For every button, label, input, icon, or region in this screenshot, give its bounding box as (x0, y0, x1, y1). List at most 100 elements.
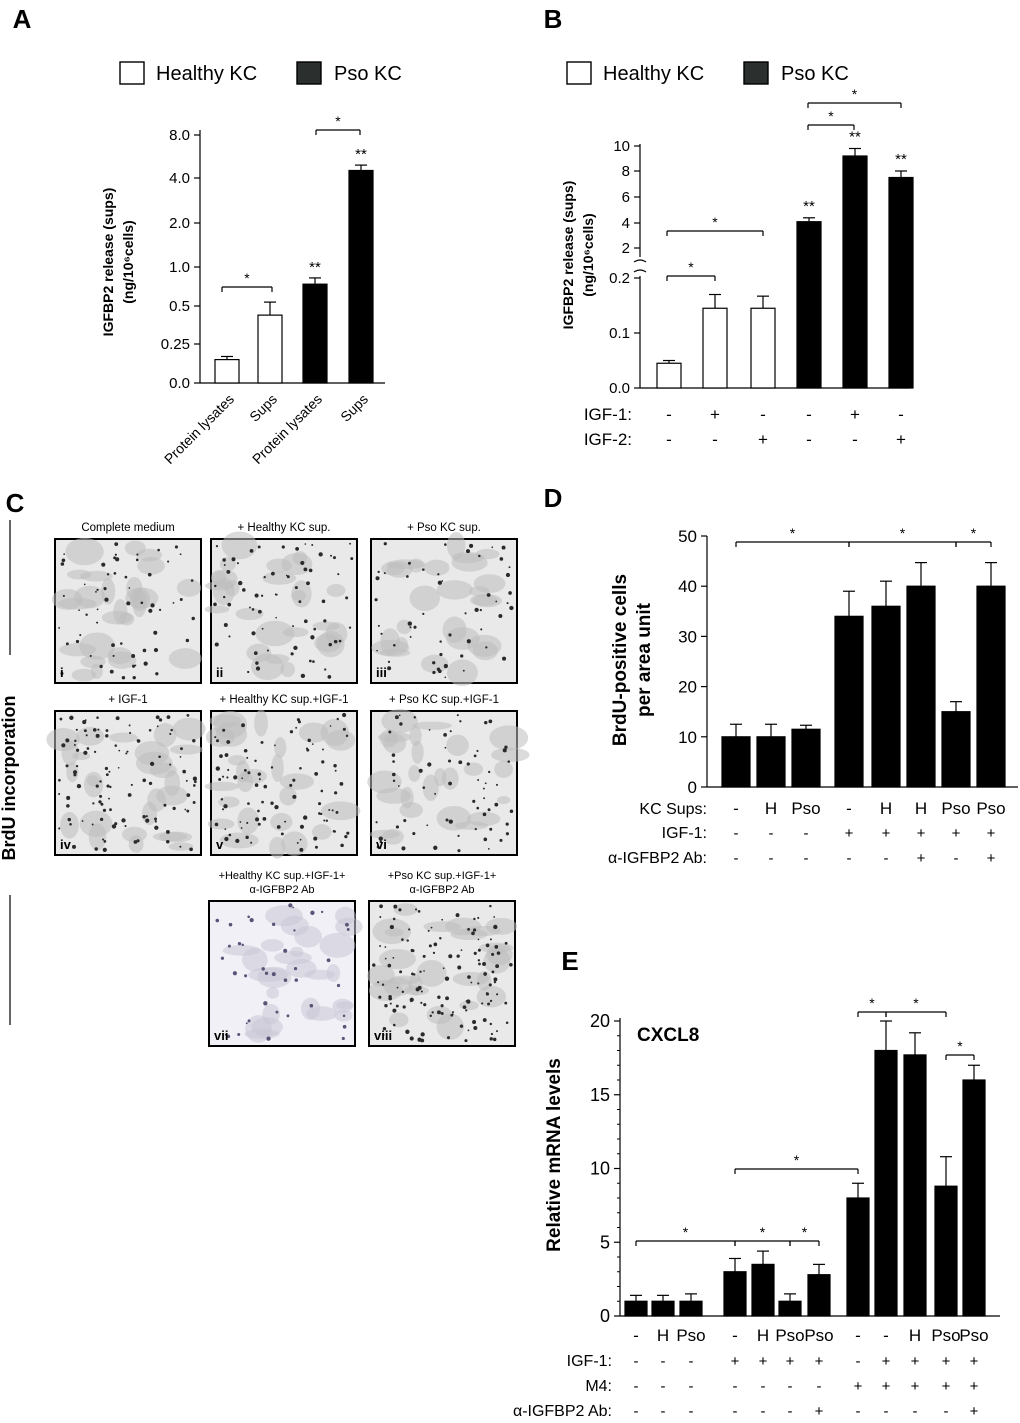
nucleus-dot (310, 910, 315, 915)
nucleus-dot (261, 627, 264, 630)
nucleus-dot (145, 818, 150, 823)
nucleus-dot (491, 952, 495, 956)
d-igf1-cell: + (917, 825, 926, 842)
nucleus-dot (65, 642, 69, 646)
nucleus-dot (344, 834, 348, 839)
nucleus-dot (409, 626, 412, 629)
nucleus-dot (60, 671, 64, 676)
nucleus-dot (179, 553, 182, 556)
nucleus-dot (379, 840, 383, 844)
nucleus-dot (499, 557, 504, 561)
nucleus-dot (83, 729, 87, 733)
nucleus-dot (412, 832, 416, 836)
d-row-label: KC Sups: (639, 801, 707, 818)
nucleus-dot (455, 913, 460, 918)
nucleus-dot (465, 1009, 468, 1012)
nucleus-dot (227, 944, 231, 948)
nucleus-dot (246, 756, 249, 759)
nucleus-dot (81, 820, 84, 822)
d-bracket-star: * (971, 525, 977, 541)
a-bracket-star: * (244, 270, 250, 286)
cell-cluster (447, 532, 466, 559)
nucleus-dot (155, 672, 159, 676)
nucleus-dot (111, 824, 117, 829)
nucleus-dot (74, 739, 77, 743)
nucleus-dot (215, 918, 220, 923)
e-bar (751, 1263, 775, 1317)
nucleus-dot (448, 781, 452, 786)
nucleus-dot (472, 928, 477, 932)
e-y-tick-label: 15 (590, 1085, 610, 1105)
nucleus-dot (136, 839, 140, 843)
nucleus-dot (489, 1037, 493, 1041)
nucleus-dot (95, 784, 99, 788)
nucleus-dot (108, 797, 110, 800)
cell-cluster (281, 552, 313, 575)
nucleus-dot (132, 675, 136, 680)
nucleus-dot (481, 1002, 484, 1005)
e-kcsups-cell: Pso (676, 1326, 705, 1345)
b-igf1-cell: - (806, 405, 812, 424)
nucleus-dot (345, 596, 349, 600)
e-bar (934, 1185, 958, 1317)
nucleus-dot (329, 725, 332, 727)
nucleus-dot (65, 738, 70, 743)
d-kcsups-cell: H (880, 799, 892, 818)
nucleus-dot (337, 573, 340, 576)
cell-cluster (274, 737, 287, 758)
cell-cluster (86, 774, 100, 787)
cell-cluster (446, 659, 478, 686)
nucleus-dot (303, 619, 308, 624)
nucleus-dot (237, 941, 242, 946)
cell-cluster (76, 726, 105, 746)
cell-cluster (61, 740, 79, 766)
nucleus-dot (342, 1014, 346, 1018)
nucleus-dot (121, 675, 126, 680)
nucleus-dot (215, 739, 219, 743)
nucleus-dot (186, 793, 191, 798)
e-igf1-cell: + (942, 1353, 951, 1370)
nucleus-dot (184, 808, 187, 811)
nucleus-dot (222, 728, 226, 732)
micrograph-numeral: v (216, 837, 224, 852)
nucleus-dot (242, 588, 246, 592)
nucleus-dot (96, 588, 99, 592)
nucleus-dot (166, 840, 170, 844)
cell-cluster (472, 594, 503, 608)
e-igf1-cell: - (689, 1353, 694, 1370)
d-ab-cell: - (804, 850, 809, 867)
cell-cluster (451, 553, 488, 572)
e-igf1-cell: + (882, 1353, 891, 1370)
cell-cluster (204, 605, 230, 614)
nucleus-dot (226, 776, 229, 779)
b-igf2-cell: + (758, 430, 768, 449)
nucleus-dot (311, 743, 314, 745)
nucleus-dot (135, 558, 139, 562)
nucleus-dot (113, 572, 117, 575)
nucleus-dot (379, 916, 382, 918)
d-igf1-cell: - (734, 825, 739, 842)
b-row-label: IGF-1: (584, 405, 632, 424)
nucleus-dot (215, 766, 221, 771)
nucleus-dot (104, 766, 109, 771)
nucleus-dot (328, 642, 333, 647)
nucleus-dot (324, 668, 327, 671)
d-bracket-star: * (790, 525, 796, 541)
e-igf1-cell: + (786, 1353, 795, 1370)
nucleus-dot (214, 736, 217, 739)
nucleus-dot (293, 929, 296, 932)
nucleus-dot (486, 593, 491, 597)
nucleus-dot (158, 718, 163, 722)
nucleus-dot (341, 1036, 345, 1041)
a-sig: ** (355, 146, 367, 163)
nucleus-dot (226, 569, 231, 574)
nucleus-dot (102, 838, 105, 841)
b-bracket-star: * (828, 108, 834, 124)
nucleus-dot (241, 723, 245, 728)
nucleus-dot (434, 792, 437, 795)
nucleus-dot (185, 638, 190, 643)
nucleus-dot (442, 967, 445, 970)
nucleus-dot (460, 949, 463, 951)
nucleus-dot (239, 821, 242, 823)
micrograph-title: +Pso KC sup.+IGF-1+ (388, 870, 497, 882)
